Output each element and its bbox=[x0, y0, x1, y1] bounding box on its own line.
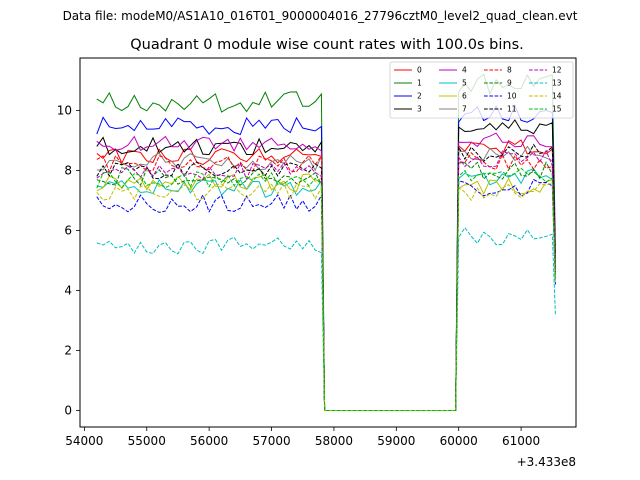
x-axis-offset-label: +3.433e8 bbox=[517, 455, 576, 469]
x-tick-label: 56000 bbox=[190, 434, 228, 448]
legend-label-1: 1 bbox=[417, 79, 422, 88]
legend-label-2: 2 bbox=[417, 92, 422, 101]
figure-suptitle: Data file: modeM0/AS1A10_016T01_90000040… bbox=[63, 9, 578, 23]
x-tick-label: 59000 bbox=[377, 434, 415, 448]
series-line-5 bbox=[96, 167, 556, 411]
legend-label-8: 8 bbox=[507, 66, 512, 75]
y-tick-label: 4 bbox=[64, 284, 72, 298]
legend-label-3: 3 bbox=[417, 105, 422, 114]
y-tick-label: 6 bbox=[64, 224, 72, 238]
legend-label-13: 13 bbox=[552, 79, 562, 88]
legend-label-0: 0 bbox=[417, 66, 422, 75]
y-tick-label: 10 bbox=[57, 104, 72, 118]
series-line-12 bbox=[96, 149, 556, 411]
legend-label-4: 4 bbox=[462, 66, 467, 75]
legend-label-9: 9 bbox=[507, 79, 512, 88]
legend-label-11: 11 bbox=[507, 105, 517, 114]
legend-label-12: 12 bbox=[552, 66, 562, 75]
y-tick-label: 8 bbox=[64, 164, 72, 178]
series-line-4 bbox=[96, 132, 556, 411]
x-tick-label: 60000 bbox=[440, 434, 478, 448]
x-tick-label: 61000 bbox=[502, 434, 540, 448]
legend-label-15: 15 bbox=[552, 105, 562, 114]
plot-frame bbox=[79, 57, 577, 428]
legend-frame bbox=[389, 61, 574, 119]
y-tick-label: 2 bbox=[64, 344, 72, 358]
series-line-3 bbox=[96, 119, 556, 411]
x-axis: 54000 55000 56000 57000 58000 59000 60000 61000 bbox=[65, 427, 540, 448]
series-line-14 bbox=[96, 181, 556, 411]
series-layer bbox=[96, 73, 556, 411]
legend-label-7: 7 bbox=[462, 105, 467, 114]
y-axis: 0 2 4 6 8 10 bbox=[57, 104, 80, 418]
series-line-8 bbox=[96, 152, 556, 411]
series-line-11 bbox=[96, 143, 556, 411]
chart-title: Quadrant 0 module wise count rates with … bbox=[130, 37, 524, 53]
legend-label-10: 10 bbox=[507, 92, 517, 101]
y-tick-label: 0 bbox=[64, 404, 72, 418]
legend-label-14: 14 bbox=[552, 92, 562, 101]
x-tick-label: 54000 bbox=[65, 434, 103, 448]
series-line-15 bbox=[96, 167, 556, 411]
legend-label-6: 6 bbox=[462, 92, 467, 101]
series-line-10 bbox=[96, 178, 556, 411]
series-line-13 bbox=[96, 226, 556, 411]
x-tick-label: 57000 bbox=[252, 434, 290, 448]
x-tick-label: 55000 bbox=[128, 434, 166, 448]
series-line-6 bbox=[96, 173, 556, 411]
x-tick-label: 58000 bbox=[315, 434, 353, 448]
legend-label-5: 5 bbox=[462, 79, 467, 88]
